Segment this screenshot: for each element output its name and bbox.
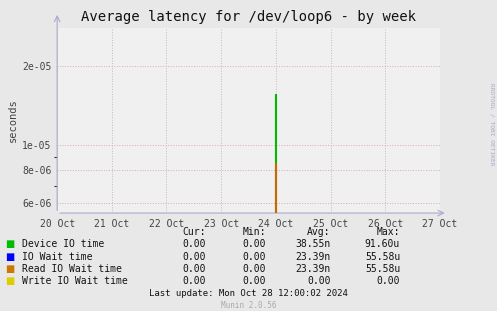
Text: 0.00: 0.00 xyxy=(377,276,400,286)
Text: Read IO Wait time: Read IO Wait time xyxy=(22,264,122,274)
Text: Device IO time: Device IO time xyxy=(22,239,104,249)
Text: Max:: Max: xyxy=(377,227,400,237)
Text: 55.58u: 55.58u xyxy=(365,252,400,262)
Text: 0.00: 0.00 xyxy=(183,276,206,286)
Text: 23.39n: 23.39n xyxy=(295,252,331,262)
Text: 38.55n: 38.55n xyxy=(295,239,331,249)
Text: 23.39n: 23.39n xyxy=(295,264,331,274)
Text: 0.00: 0.00 xyxy=(243,276,266,286)
Text: IO Wait time: IO Wait time xyxy=(22,252,93,262)
Text: ■: ■ xyxy=(5,264,14,274)
Text: 0.00: 0.00 xyxy=(307,276,331,286)
Text: Munin 2.0.56: Munin 2.0.56 xyxy=(221,301,276,310)
Text: 55.58u: 55.58u xyxy=(365,264,400,274)
Text: 0.00: 0.00 xyxy=(183,252,206,262)
Text: ■: ■ xyxy=(5,252,14,262)
Text: 0.00: 0.00 xyxy=(243,264,266,274)
Text: Cur:: Cur: xyxy=(183,227,206,237)
Text: 0.00: 0.00 xyxy=(183,239,206,249)
Text: Avg:: Avg: xyxy=(307,227,331,237)
Text: ■: ■ xyxy=(5,239,14,249)
Text: 91.60u: 91.60u xyxy=(365,239,400,249)
Text: ■: ■ xyxy=(5,276,14,286)
Text: Write IO Wait time: Write IO Wait time xyxy=(22,276,128,286)
Text: 0.00: 0.00 xyxy=(243,252,266,262)
Text: Last update: Mon Oct 28 12:00:02 2024: Last update: Mon Oct 28 12:00:02 2024 xyxy=(149,290,348,298)
Text: RRDTOOL / TOBI OETIKER: RRDTOOL / TOBI OETIKER xyxy=(490,83,495,166)
Text: Min:: Min: xyxy=(243,227,266,237)
Text: 0.00: 0.00 xyxy=(243,239,266,249)
Title: Average latency for /dev/loop6 - by week: Average latency for /dev/loop6 - by week xyxy=(81,10,416,24)
Text: 0.00: 0.00 xyxy=(183,264,206,274)
Y-axis label: seconds: seconds xyxy=(8,99,18,142)
